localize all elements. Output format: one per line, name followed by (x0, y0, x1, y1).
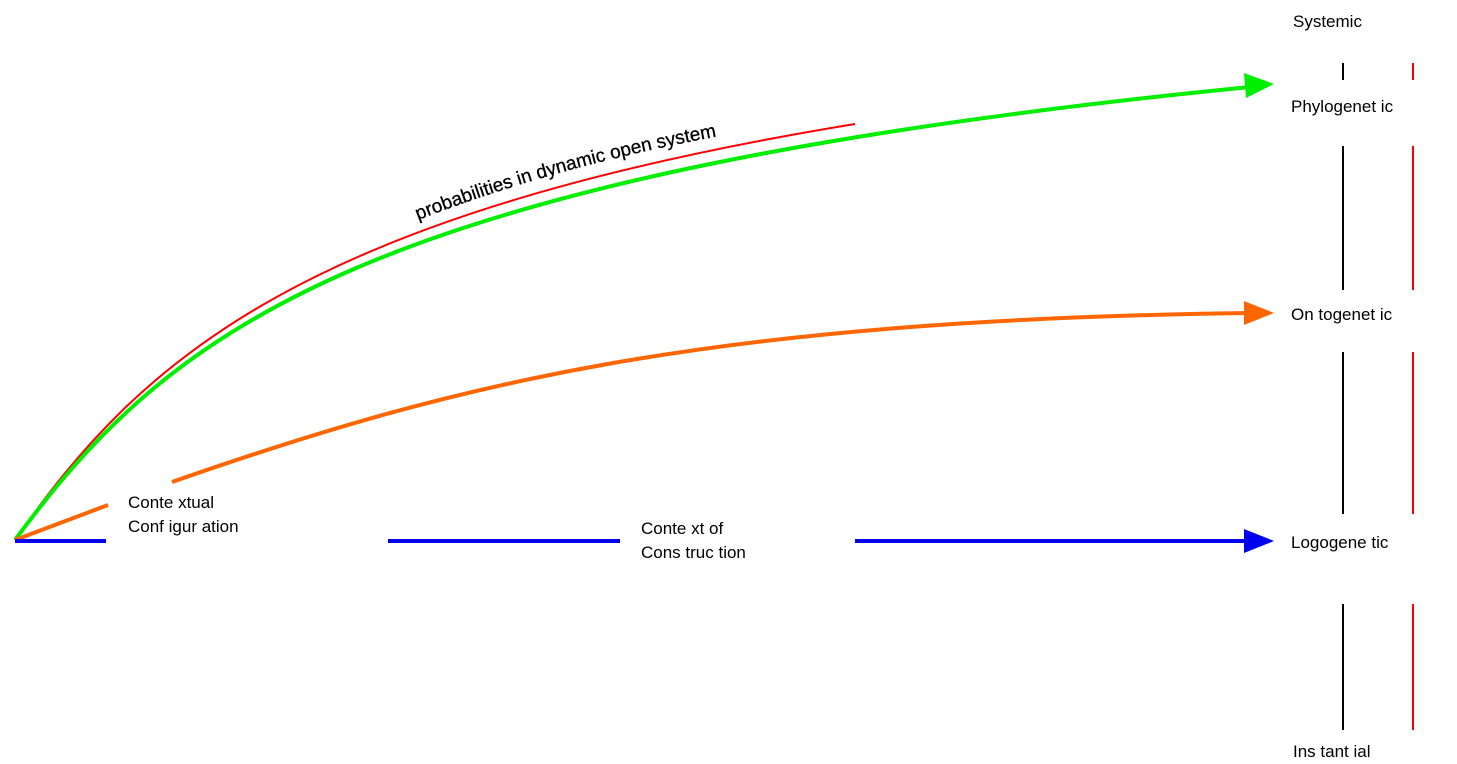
systemic-label: Systemic (1293, 12, 1362, 31)
contextual-configuration-line1: Conte xtual (128, 493, 214, 512)
ontogenetic-arrow (14, 301, 1274, 542)
ontogenetic-label: On togenet ic (1291, 305, 1393, 324)
instantial-label: Ins tant ial (1293, 742, 1371, 761)
logogenetic-label: Logogene tic (1291, 533, 1389, 552)
red-outline-curve (14, 123, 856, 541)
context-of-construction-line2: Cons truc tion (641, 543, 746, 562)
contextual-configuration-line2: Conf igur ation (128, 517, 239, 536)
logogenetic-arrow (15, 529, 1274, 553)
phylogenetic-label: Phylogenet ic (1291, 97, 1394, 116)
context-of-construction-line1: Conte xt of (641, 519, 723, 538)
phylogenetic-arrow (13, 73, 1274, 542)
